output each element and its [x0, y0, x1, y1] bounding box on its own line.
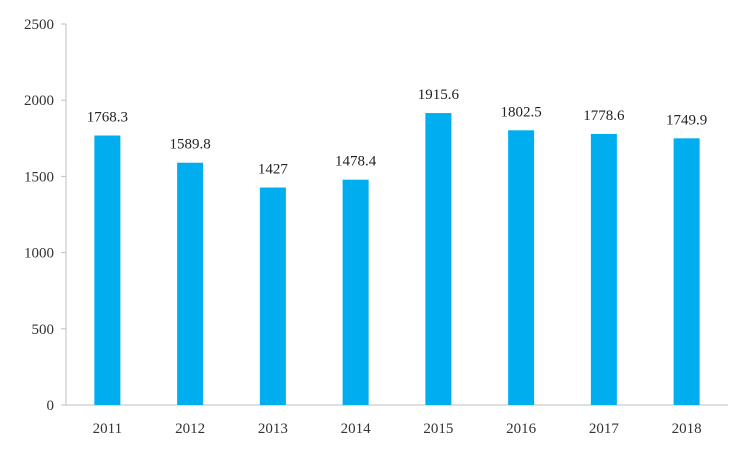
x-tick-label: 2014 — [341, 421, 372, 437]
data-label: 1802.5 — [501, 104, 542, 120]
y-tick-label: 2500 — [24, 17, 54, 33]
y-tick-label: 1500 — [24, 169, 54, 185]
x-tick-label: 2015 — [423, 421, 453, 437]
data-label: 1478.4 — [335, 154, 377, 170]
x-tick-label: 2012 — [175, 421, 205, 437]
data-label: 1768.3 — [87, 110, 128, 126]
y-tick-label: 1000 — [24, 246, 54, 262]
bar-2015 — [425, 113, 452, 405]
data-label: 1589.8 — [170, 137, 211, 153]
x-tick-label: 2018 — [672, 421, 702, 437]
data-labels: 1768.3 1589.8 1427 1478.4 1915.6 1802.5 1778.6… — [87, 87, 708, 177]
y-axis: 0 500 1000 1500 2000 2500 — [24, 17, 67, 414]
bar-2011 — [94, 135, 121, 405]
data-label: 1778.6 — [583, 108, 625, 124]
data-label: 1749.9 — [666, 112, 707, 128]
bar-2018 — [673, 138, 700, 405]
x-tick-label: 2016 — [506, 421, 537, 437]
data-label: 1915.6 — [418, 87, 460, 103]
y-tick-label: 0 — [47, 398, 55, 414]
x-tick-label: 2013 — [258, 421, 288, 437]
bar-2016 — [508, 130, 535, 405]
y-tick-label: 2000 — [24, 93, 54, 109]
y-tick-label: 500 — [32, 322, 55, 338]
x-axis: 2011 2012 2013 2014 2015 2016 2017 2018 — [66, 404, 728, 437]
x-tick-label: 2017 — [589, 421, 620, 437]
x-tick-label: 2011 — [93, 421, 122, 437]
bar-2012 — [177, 162, 204, 405]
bars — [94, 113, 700, 406]
bar-2014 — [342, 179, 369, 405]
bar-2017 — [590, 133, 617, 406]
bar-2013 — [259, 187, 286, 405]
data-label: 1427 — [258, 162, 289, 178]
